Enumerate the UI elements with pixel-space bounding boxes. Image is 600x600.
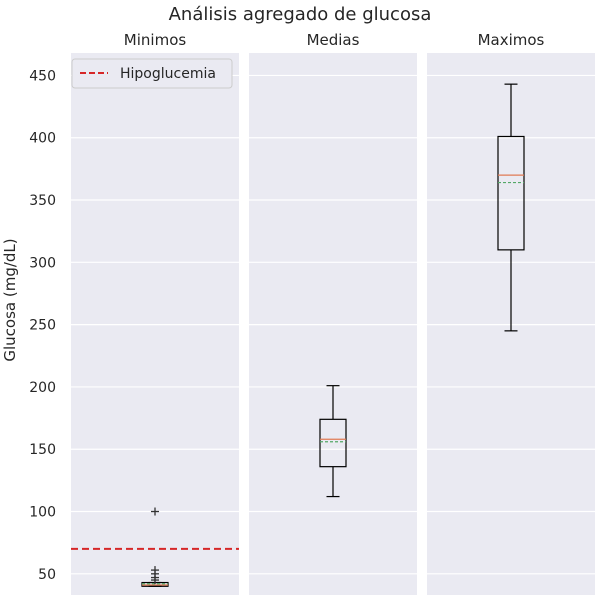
panel-medias: Medias (249, 31, 417, 595)
flier-point (151, 566, 159, 575)
legend: Hipoglucemia (71, 58, 233, 89)
y-tick-label: 300 (29, 255, 56, 271)
y-tick-label: 50 (38, 567, 56, 583)
chart-title: Análisis agregado de glucosa (169, 4, 432, 25)
panel-background (249, 53, 417, 595)
y-tick-label: 350 (29, 193, 56, 209)
y-tick-label: 200 (29, 380, 56, 396)
box (319, 418, 347, 468)
y-tick-label: 250 (29, 318, 56, 334)
panel-title: Maximos (478, 31, 545, 49)
panel-background (71, 53, 239, 595)
y-axis-label: Glucosa (mg/dL) (1, 238, 19, 361)
legend-label: Hipoglucemia (120, 66, 216, 82)
panel-title: Minimos (124, 31, 187, 49)
legend-box (71, 58, 233, 89)
y-tick-label: 450 (29, 68, 56, 84)
box (497, 135, 525, 251)
panel-maximos: Maximos (427, 31, 595, 595)
panels: Minimos Medias Maximos (71, 31, 595, 595)
y-axis-ticks: 50 100 150 200 250 300 350 400 450 (29, 68, 56, 582)
y-tick-label: 100 (29, 505, 56, 521)
flier-point (151, 507, 159, 516)
y-tick-label: 400 (29, 131, 56, 147)
panel-title: Medias (307, 31, 360, 49)
panel-minimos: Minimos (71, 31, 239, 595)
y-tick-label: 150 (29, 442, 56, 458)
